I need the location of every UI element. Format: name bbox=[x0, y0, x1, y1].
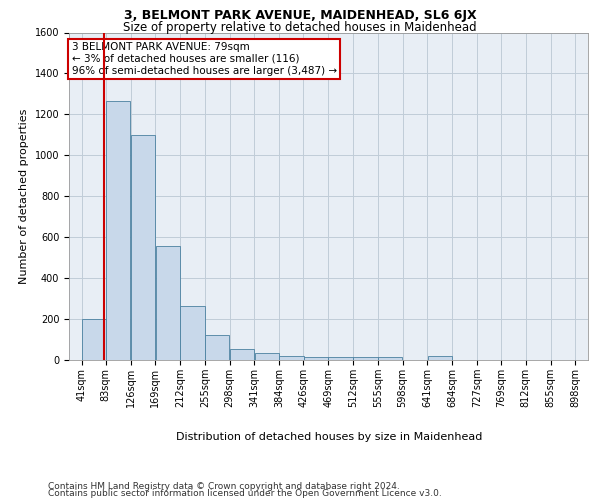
Bar bbox=[280, 356, 304, 360]
Text: Size of property relative to detached houses in Maidenhead: Size of property relative to detached ho… bbox=[123, 21, 477, 34]
Text: Distribution of detached houses by size in Maidenhead: Distribution of detached houses by size … bbox=[176, 432, 482, 442]
Text: 3, BELMONT PARK AVENUE, MAIDENHEAD, SL6 6JX: 3, BELMONT PARK AVENUE, MAIDENHEAD, SL6 … bbox=[124, 9, 476, 22]
Bar bbox=[230, 348, 254, 360]
Text: Contains public sector information licensed under the Open Government Licence v3: Contains public sector information licen… bbox=[48, 489, 442, 498]
Bar bbox=[106, 101, 130, 360]
Bar bbox=[255, 353, 279, 360]
Bar bbox=[353, 357, 377, 360]
Bar bbox=[155, 246, 180, 360]
Bar bbox=[131, 135, 155, 360]
Text: 3 BELMONT PARK AVENUE: 79sqm
← 3% of detached houses are smaller (116)
96% of se: 3 BELMONT PARK AVENUE: 79sqm ← 3% of det… bbox=[71, 42, 337, 76]
Bar bbox=[328, 357, 353, 360]
Bar bbox=[378, 357, 402, 360]
Y-axis label: Number of detached properties: Number of detached properties bbox=[19, 108, 29, 284]
Bar bbox=[205, 336, 229, 360]
Bar bbox=[304, 357, 328, 360]
Bar bbox=[181, 306, 205, 360]
Text: Contains HM Land Registry data © Crown copyright and database right 2024.: Contains HM Land Registry data © Crown c… bbox=[48, 482, 400, 491]
Bar bbox=[82, 319, 106, 360]
Bar bbox=[428, 356, 452, 360]
